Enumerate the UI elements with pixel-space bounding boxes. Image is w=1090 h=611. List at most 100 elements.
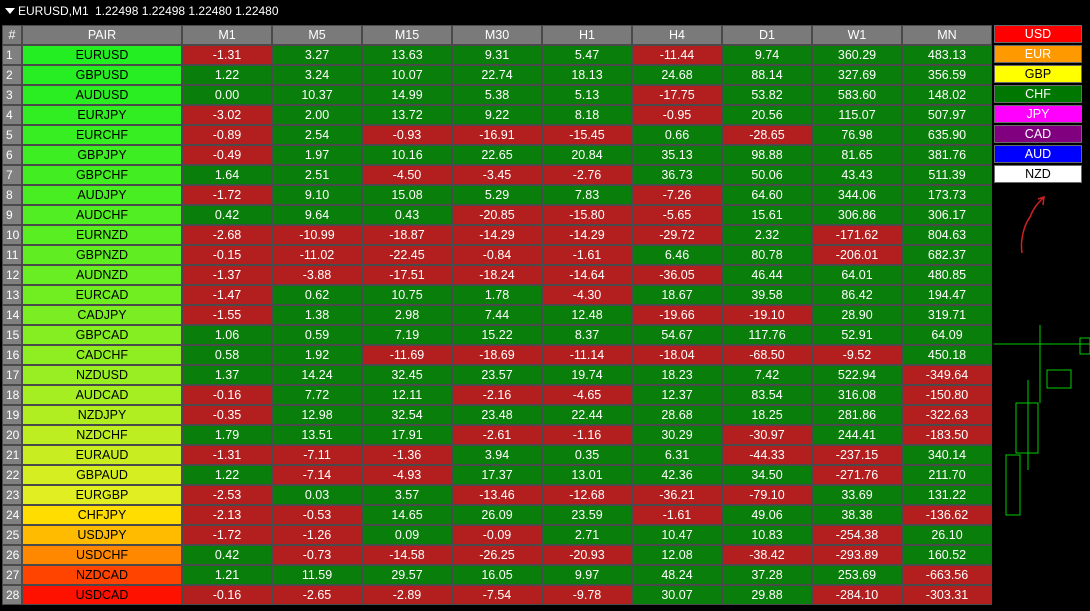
column-header: M5	[272, 25, 362, 45]
value-cell: -15.45	[542, 125, 632, 145]
value-cell: 0.62	[272, 285, 362, 305]
value-cell: 356.59	[902, 65, 992, 85]
value-cell: -136.62	[902, 505, 992, 525]
pair-name: NZDJPY	[22, 405, 182, 425]
value-cell: 20.84	[542, 145, 632, 165]
value-cell: 26.10	[902, 525, 992, 545]
value-cell: -7.26	[632, 185, 722, 205]
value-cell: -68.50	[722, 345, 812, 365]
value-cell: -29.72	[632, 225, 722, 245]
value-cell: 9.64	[272, 205, 362, 225]
value-cell: -0.16	[182, 585, 272, 605]
value-cell: -18.24	[452, 265, 542, 285]
value-cell: -1.61	[542, 245, 632, 265]
value-cell: 50.06	[722, 165, 812, 185]
value-cell: 10.37	[272, 85, 362, 105]
value-cell: 507.97	[902, 105, 992, 125]
currency-usd[interactable]: USD	[994, 25, 1082, 43]
column-header: M15	[362, 25, 452, 45]
value-cell: -44.33	[722, 445, 812, 465]
pair-name: CADJPY	[22, 305, 182, 325]
value-cell: -284.10	[812, 585, 902, 605]
value-cell: 173.73	[902, 185, 992, 205]
currency-eur[interactable]: EUR	[994, 45, 1082, 63]
value-cell: 14.65	[362, 505, 452, 525]
value-cell: 20.56	[722, 105, 812, 125]
value-cell: 35.13	[632, 145, 722, 165]
value-cell: 12.37	[632, 385, 722, 405]
value-cell: -0.93	[362, 125, 452, 145]
currency-aud[interactable]: AUD	[994, 145, 1082, 163]
row-number: 20	[2, 425, 22, 445]
row-number: 21	[2, 445, 22, 465]
value-cell: 5.13	[542, 85, 632, 105]
value-cell: 6.46	[632, 245, 722, 265]
value-cell: -9.52	[812, 345, 902, 365]
currency-jpy[interactable]: JPY	[994, 105, 1082, 123]
value-cell: -2.61	[452, 425, 542, 445]
value-cell: -1.31	[182, 445, 272, 465]
currency-cad[interactable]: CAD	[994, 125, 1082, 143]
value-cell: 2.71	[542, 525, 632, 545]
currency-gbp[interactable]: GBP	[994, 65, 1082, 83]
value-cell: 1.92	[272, 345, 362, 365]
value-cell: -18.69	[452, 345, 542, 365]
value-cell: -2.13	[182, 505, 272, 525]
value-cell: 34.50	[722, 465, 812, 485]
value-cell: 14.99	[362, 85, 452, 105]
row-number: 4	[2, 105, 22, 125]
value-cell: -19.66	[632, 305, 722, 325]
value-cell: 3.24	[272, 65, 362, 85]
value-cell: 36.73	[632, 165, 722, 185]
value-cell: -183.50	[902, 425, 992, 445]
row-number: 17	[2, 365, 22, 385]
value-cell: -293.89	[812, 545, 902, 565]
value-cell: 13.51	[272, 425, 362, 445]
value-cell: 1.97	[272, 145, 362, 165]
row-number: 25	[2, 525, 22, 545]
value-cell: -0.73	[272, 545, 362, 565]
value-cell: -2.68	[182, 225, 272, 245]
value-cell: -19.10	[722, 305, 812, 325]
value-cell: 30.29	[632, 425, 722, 445]
value-cell: 23.57	[452, 365, 542, 385]
value-cell: 306.86	[812, 205, 902, 225]
value-cell: -20.93	[542, 545, 632, 565]
triangle-down-icon[interactable]	[5, 8, 15, 14]
value-cell: -14.58	[362, 545, 452, 565]
row-number: 28	[2, 585, 22, 605]
value-cell: -0.53	[272, 505, 362, 525]
value-cell: 0.09	[362, 525, 452, 545]
value-cell: 15.22	[452, 325, 542, 345]
value-cell: 13.72	[362, 105, 452, 125]
value-cell: -3.88	[272, 265, 362, 285]
value-cell: 7.42	[722, 365, 812, 385]
value-cell: 10.16	[362, 145, 452, 165]
value-cell: 160.52	[902, 545, 992, 565]
value-cell: 1.21	[182, 565, 272, 585]
pair-name: EURUSD	[22, 45, 182, 65]
column-header: PAIR	[22, 25, 182, 45]
value-cell: 2.51	[272, 165, 362, 185]
currency-chf[interactable]: CHF	[994, 85, 1082, 103]
pair-name: AUDUSD	[22, 85, 182, 105]
value-cell: 0.35	[542, 445, 632, 465]
value-cell: 19.74	[542, 365, 632, 385]
value-cell: 2.98	[362, 305, 452, 325]
value-cell: 1.06	[182, 325, 272, 345]
value-cell: -7.11	[272, 445, 362, 465]
value-cell: -1.26	[272, 525, 362, 545]
value-cell: -13.46	[452, 485, 542, 505]
value-cell: -0.89	[182, 125, 272, 145]
value-cell: -36.05	[632, 265, 722, 285]
value-cell: -3.02	[182, 105, 272, 125]
value-cell: -0.35	[182, 405, 272, 425]
value-cell: 281.86	[812, 405, 902, 425]
currency-nzd[interactable]: NZD	[994, 165, 1082, 183]
value-cell: -663.56	[902, 565, 992, 585]
pair-name: GBPCHF	[22, 165, 182, 185]
value-cell: 5.47	[542, 45, 632, 65]
value-cell: 28.68	[632, 405, 722, 425]
value-cell: 14.24	[272, 365, 362, 385]
value-cell: 54.67	[632, 325, 722, 345]
